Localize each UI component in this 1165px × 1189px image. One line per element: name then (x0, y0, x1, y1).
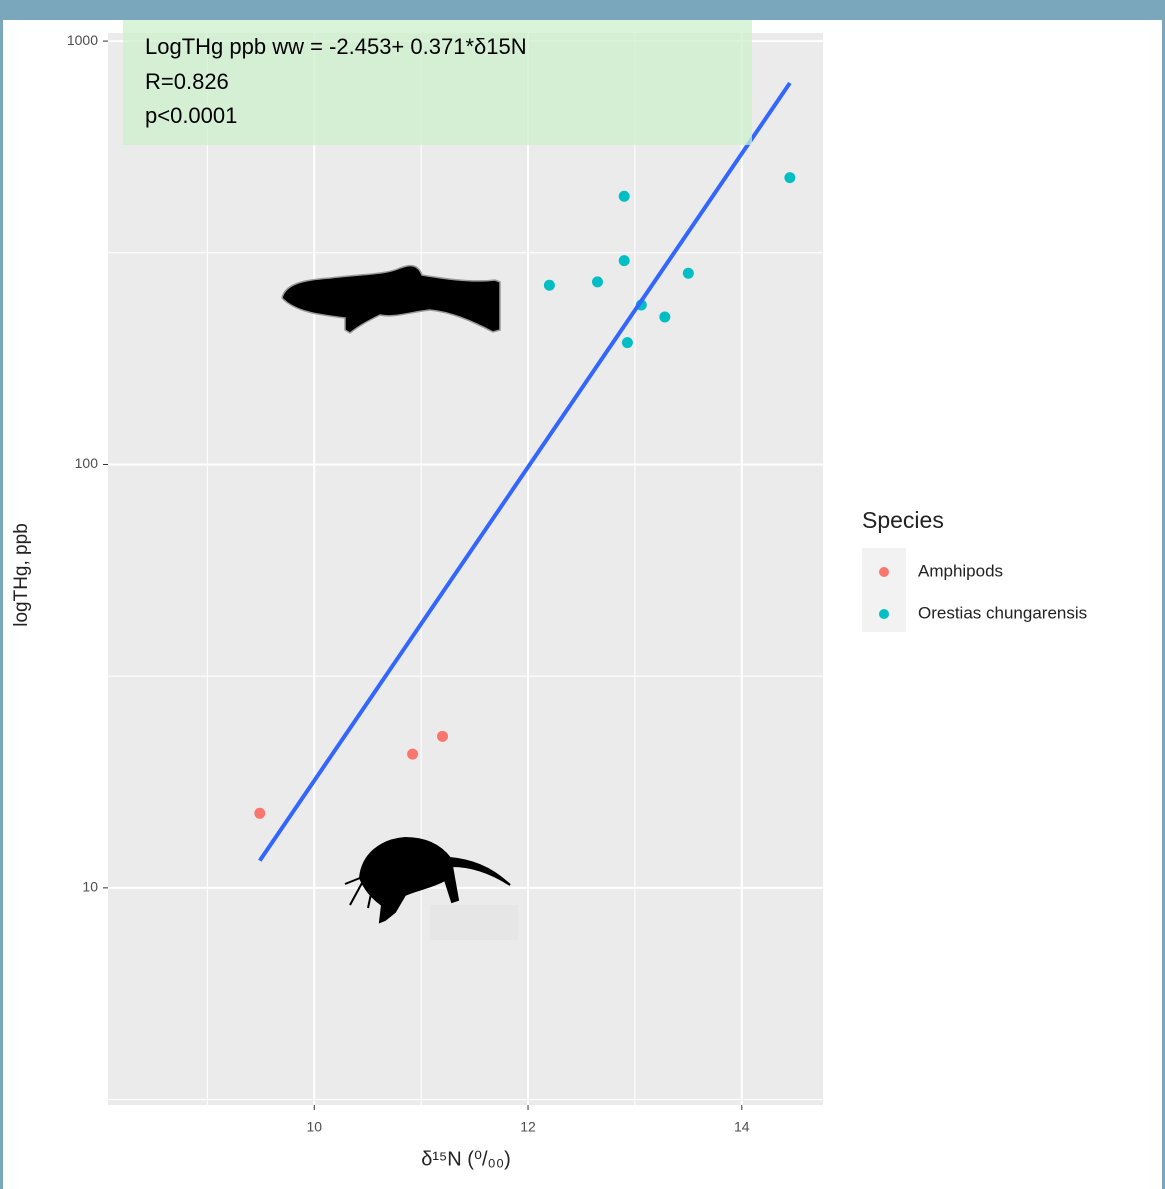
point (407, 748, 419, 760)
annotation: p<0.0001 (145, 103, 237, 128)
y-tick-label: 1000 (67, 32, 98, 48)
regression-line (258, 81, 792, 862)
x-axis-label: δ¹⁵N (⁰/₀₀) (421, 1148, 511, 1170)
point (437, 730, 449, 742)
marks (254, 81, 796, 862)
legend-key-box (862, 548, 906, 632)
annotation-box (123, 20, 752, 145)
point (659, 311, 671, 323)
legend-title: Species (862, 507, 944, 533)
point (618, 190, 630, 202)
annotation: LogTHg ppb ww = -2.453+ 0.371*δ15N (145, 34, 527, 59)
amphipod-silhouette (344, 836, 511, 924)
annotation: R=0.826 (145, 69, 229, 94)
artifact (430, 905, 518, 940)
y-tick-label: 10 (82, 879, 98, 895)
point (784, 172, 796, 184)
legend-label: Amphipods (918, 561, 1003, 580)
point (591, 276, 603, 288)
point (618, 255, 630, 267)
x-tick-label: 14 (734, 1119, 750, 1135)
x-tick-label: 12 (520, 1119, 536, 1135)
x-tick-label: 10 (306, 1119, 322, 1135)
legend-key (879, 567, 889, 577)
legend-label: Orestias chungarensis (918, 603, 1087, 622)
fish-silhouette (281, 264, 501, 334)
point (682, 267, 694, 279)
y-tick-label: 100 (75, 455, 99, 471)
legend-key (879, 609, 889, 619)
point (254, 807, 266, 819)
y-axis-label: logTHg, ppb (11, 523, 32, 627)
point (621, 337, 633, 349)
point (543, 279, 555, 291)
